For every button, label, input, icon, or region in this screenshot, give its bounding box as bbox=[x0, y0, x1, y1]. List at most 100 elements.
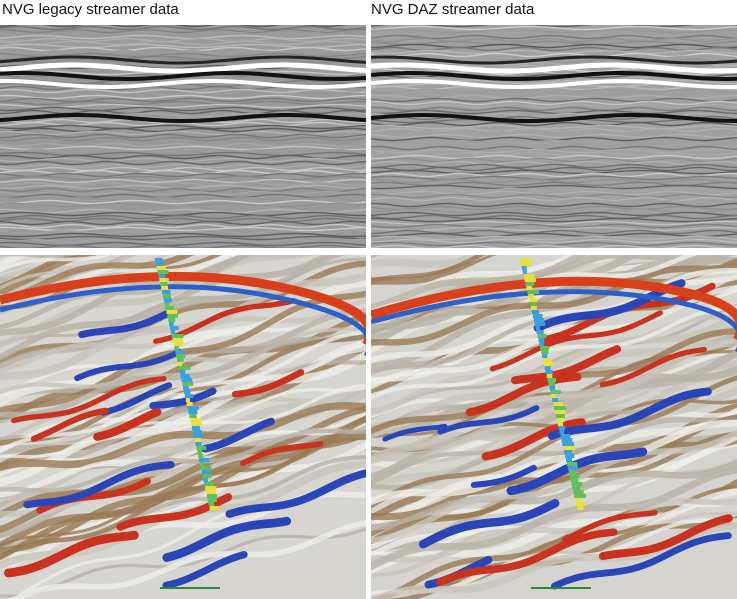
seismic-reflector bbox=[371, 255, 696, 312]
seismic-reflector bbox=[371, 139, 737, 145]
seismic-reflector bbox=[0, 109, 366, 115]
seismic-reflector bbox=[544, 366, 551, 370]
seismic-reflector bbox=[149, 387, 217, 410]
seismic-reflector bbox=[531, 306, 537, 310]
seismic-reflector bbox=[371, 244, 737, 248]
seismic-reflector bbox=[576, 502, 586, 506]
seismic-reflector bbox=[0, 220, 366, 226]
seismic-reflector bbox=[371, 498, 737, 563]
seismic-reflector bbox=[556, 418, 565, 422]
seismic-reflector bbox=[0, 133, 366, 139]
seismic-reflector bbox=[542, 354, 548, 358]
seismic-reflector bbox=[0, 255, 138, 282]
seismic-reflector bbox=[160, 282, 168, 286]
seismic-reflector bbox=[566, 458, 573, 462]
seismic-reflector bbox=[239, 441, 324, 467]
seismic-reflector bbox=[540, 346, 549, 350]
seismic-reflector bbox=[162, 294, 171, 298]
seismic-reflector bbox=[599, 347, 707, 388]
seismic-reflector bbox=[23, 461, 175, 509]
seismic-reflector bbox=[371, 178, 737, 184]
seismic-reflector bbox=[371, 407, 737, 525]
seismic-reflector bbox=[525, 282, 535, 286]
seismic-reflector bbox=[371, 238, 737, 244]
seismic-reflector bbox=[0, 223, 366, 229]
seismic-reflector bbox=[554, 406, 566, 410]
seismic-reflector bbox=[0, 178, 366, 184]
seismic-reflector bbox=[193, 434, 203, 438]
seismic-reflector bbox=[183, 386, 189, 390]
seismic-reflector bbox=[529, 298, 537, 302]
seismic-reflector bbox=[0, 257, 366, 346]
seismic-reflector bbox=[521, 266, 527, 270]
seismic-reflector bbox=[0, 255, 313, 330]
seismic-reflector bbox=[555, 414, 566, 418]
seismic-reflector bbox=[371, 91, 737, 97]
seismic-reflector bbox=[0, 100, 366, 106]
seismic-reflector bbox=[184, 394, 194, 398]
seismic-reflector bbox=[371, 211, 737, 217]
seismic-reflector bbox=[551, 394, 556, 398]
seismic-reflector bbox=[200, 466, 212, 470]
seismic-reflector bbox=[162, 550, 248, 590]
seismic-reflector bbox=[371, 229, 737, 235]
seismic-reflector bbox=[371, 25, 737, 28]
seismic-reflector bbox=[371, 121, 737, 127]
seismic-reflector bbox=[0, 271, 366, 345]
seismic-reflector bbox=[371, 217, 737, 223]
seismic-reflector bbox=[197, 450, 202, 454]
seismic-reflector bbox=[371, 142, 737, 148]
seismic-reflector bbox=[536, 330, 544, 334]
seismic-reflector bbox=[566, 462, 578, 466]
panel-label: NVG legacy streamer data bbox=[2, 1, 179, 18]
seismic-reflector bbox=[598, 514, 733, 561]
seismic-reflector bbox=[169, 326, 179, 330]
seismic-reflector bbox=[0, 255, 135, 290]
seismic-reflector bbox=[0, 255, 223, 311]
seismic-reflector bbox=[553, 402, 564, 406]
seismic-reflector bbox=[549, 386, 556, 390]
seismic-reflector bbox=[371, 106, 737, 112]
seismic-reflector bbox=[558, 426, 566, 430]
seismic-reflector bbox=[0, 46, 366, 52]
seismic-reflector bbox=[155, 258, 163, 262]
seismic-reflector bbox=[201, 417, 275, 453]
seismic-reflector bbox=[371, 235, 737, 241]
seismic-reflector bbox=[177, 362, 182, 366]
seismic-reflector bbox=[371, 145, 737, 151]
seismic-reflector bbox=[0, 428, 366, 493]
seismic-reflector bbox=[371, 267, 737, 364]
seismic-reflector bbox=[371, 28, 737, 34]
seismic-reflector bbox=[574, 494, 587, 498]
seismic-reflector bbox=[198, 454, 204, 458]
seismic-reflector bbox=[537, 334, 547, 338]
seismic-reflector bbox=[371, 40, 737, 46]
seismic-reflector bbox=[191, 426, 200, 430]
seismic-reflector bbox=[371, 276, 737, 340]
seismic-reflector bbox=[0, 330, 366, 453]
seismic-reflector bbox=[371, 262, 737, 346]
seismic-reflector bbox=[534, 322, 546, 326]
seismic-reflector bbox=[185, 398, 190, 402]
seismic-reflector bbox=[155, 262, 164, 266]
seismic-reflector bbox=[74, 348, 183, 382]
seismic-reflector bbox=[231, 369, 305, 398]
seismic-reflector bbox=[371, 157, 737, 163]
seismic-reflector bbox=[371, 49, 737, 55]
seismic-reflector bbox=[78, 310, 170, 339]
seismic-reflector bbox=[543, 362, 554, 366]
seismic-reflector bbox=[0, 211, 366, 217]
seismic-reflector bbox=[159, 278, 169, 282]
seismic-reflector bbox=[371, 223, 737, 229]
seismic-reflector bbox=[202, 474, 212, 478]
seismic-reflector bbox=[8, 520, 366, 599]
seismic-reflector bbox=[4, 530, 139, 578]
seismic-reflector bbox=[470, 464, 537, 488]
seismic-reflector bbox=[371, 226, 737, 232]
seismic-reflector bbox=[548, 382, 555, 386]
seismic-reflector bbox=[0, 94, 366, 100]
seismic-reflector bbox=[371, 289, 737, 352]
seismic-reflector bbox=[0, 49, 366, 55]
seismic-reflector bbox=[0, 88, 366, 94]
